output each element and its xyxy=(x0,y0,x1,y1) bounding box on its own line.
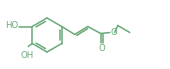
Text: HO: HO xyxy=(5,22,18,30)
Text: O: O xyxy=(98,44,105,53)
Text: OH: OH xyxy=(21,51,34,59)
Text: O: O xyxy=(111,28,117,37)
